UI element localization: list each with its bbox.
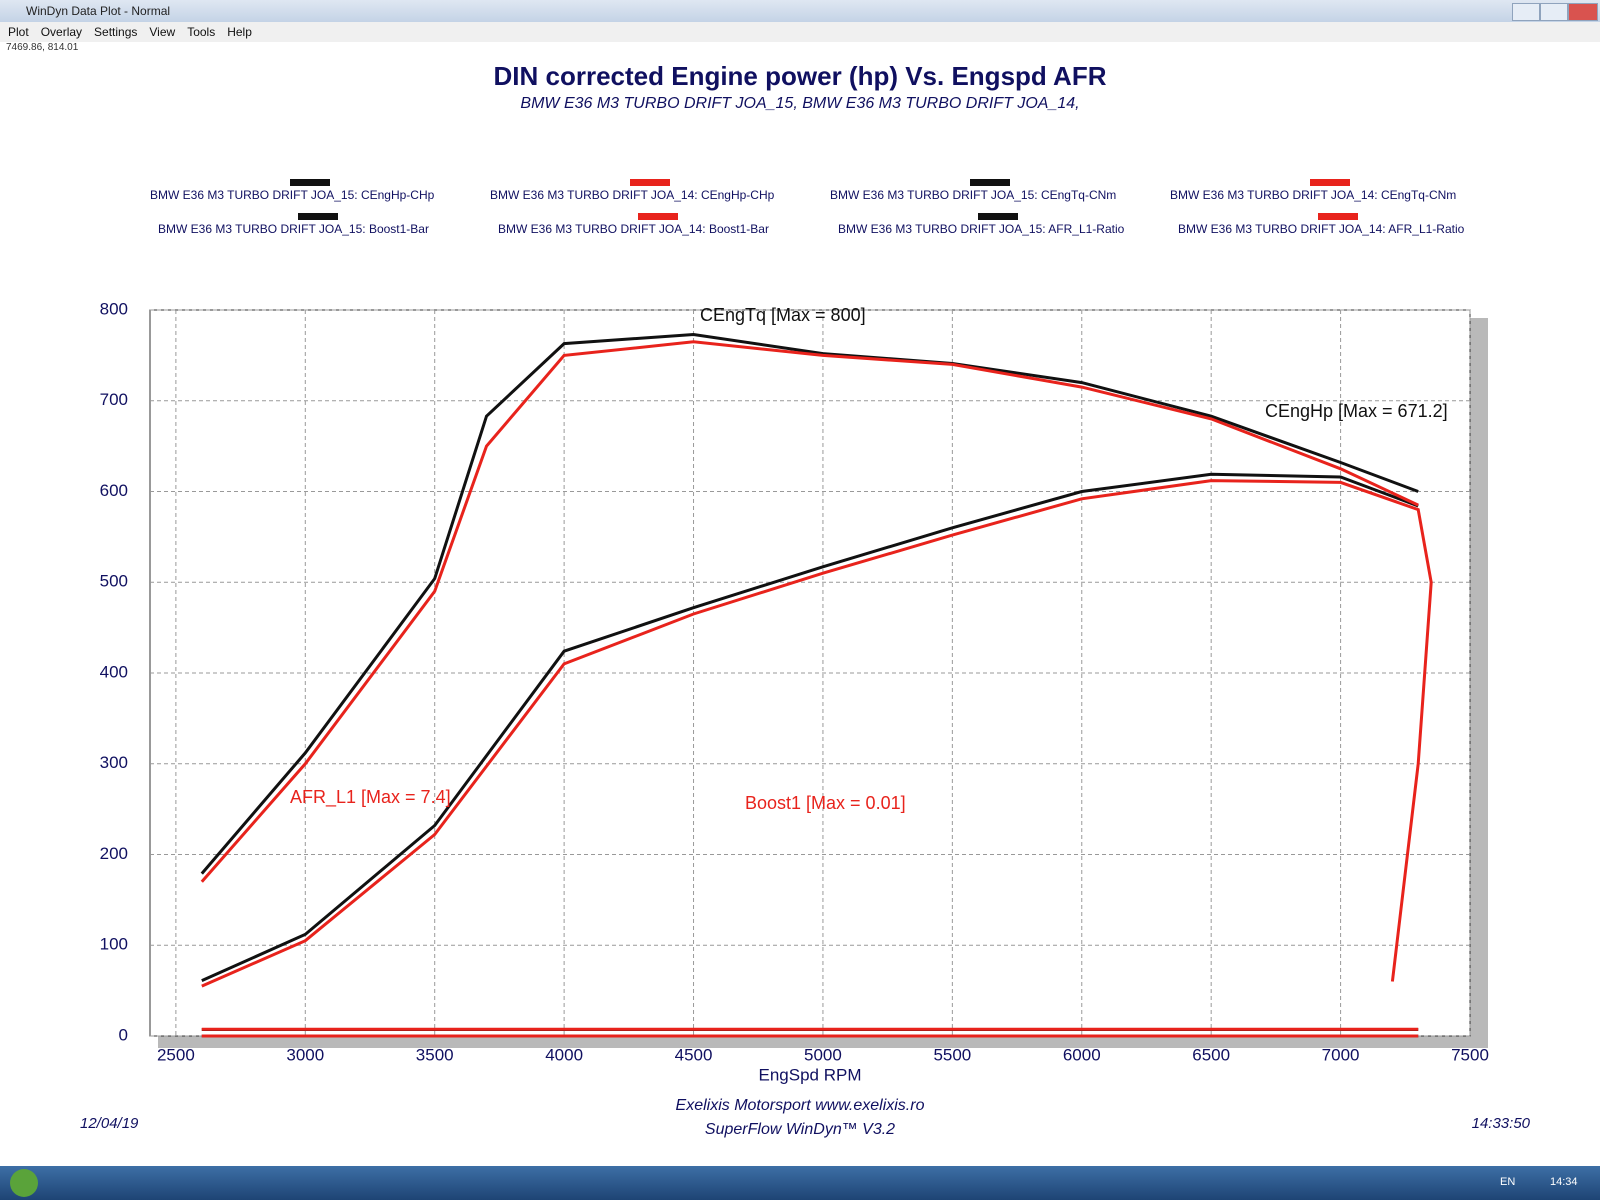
legend-label: BMW E36 M3 TURBO DRIFT JOA_14: Boost1-Ba… [498,222,769,236]
y-tick-label: 300 [100,753,128,772]
menu-item[interactable]: View [149,25,176,39]
title-bar: WinDyn Data Plot - Normal [0,0,1600,22]
annotation: AFR_L1 [Max = 7.4] [290,787,451,808]
series-line [200,332,1419,875]
legend-swatch [1318,213,1358,220]
series-line [201,479,1433,988]
legend-label: BMW E36 M3 TURBO DRIFT JOA_14: CEngTq-CN… [1170,188,1456,202]
x-tick-label: 7500 [1451,1045,1489,1064]
window-title: WinDyn Data Plot - Normal [26,4,171,18]
chart-subtitle: BMW E36 M3 TURBO DRIFT JOA_15, BMW E36 M… [520,95,1079,112]
legend-swatch [1310,179,1350,186]
taskbar: EN 14:34 [0,1166,1600,1200]
y-tick-label: 200 [100,844,128,863]
maximize-button[interactable] [1540,3,1568,21]
legend-swatch [638,213,678,220]
x-tick-label: 6500 [1192,1045,1230,1064]
legend-swatch [298,213,338,220]
legend-swatch [978,213,1018,220]
date: 12/04/19 [80,1115,139,1132]
footer-line: Exelixis Motorsport www.exelixis.ro [676,1097,925,1114]
menu-bar: Plot Overlay Settings View Tools Help [0,22,1600,42]
menu-item[interactable]: Help [227,25,252,39]
legend-label: BMW E36 M3 TURBO DRIFT JOA_14: AFR_L1-Ra… [1178,222,1465,236]
x-tick-label: 2500 [157,1045,195,1064]
x-tick-label: 5500 [933,1045,971,1064]
x-tick-label: 4500 [675,1045,713,1064]
time: 14:33:50 [1472,1115,1531,1132]
menu-item[interactable]: Settings [94,25,138,39]
y-tick-label: 700 [100,390,128,409]
legend-label: BMW E36 M3 TURBO DRIFT JOA_15: CEngTq-CN… [830,188,1116,202]
y-tick-label: 100 [100,935,128,954]
x-tick-label: 6000 [1063,1045,1101,1064]
annotation: CEngHp [Max = 671.2] [1265,401,1448,421]
legend-swatch [970,179,1010,186]
x-tick-label: 5000 [804,1045,842,1064]
chart-title: DIN corrected Engine power (hp) Vs. Engs… [494,61,1107,91]
close-button[interactable] [1568,3,1598,21]
footer-line: SuperFlow WinDyn™ V3.2 [705,1121,895,1138]
annotation: Boost1 [Max = 0.01] [745,793,906,813]
menu-item[interactable]: Plot [8,25,29,39]
start-button[interactable] [10,1169,38,1197]
annotation: CEngTq [Max = 800] [700,305,866,325]
legend-swatch [630,179,670,186]
language: EN [1500,1176,1516,1188]
legend-label: BMW E36 M3 TURBO DRIFT JOA_15: CEngHp-CH… [150,188,435,202]
legend-swatch [290,179,330,186]
series-line [201,472,1419,982]
y-tick-label: 800 [100,299,128,318]
legend-label: BMW E36 M3 TURBO DRIFT JOA_15: AFR_L1-Ra… [838,222,1125,236]
x-tick-label: 7000 [1322,1045,1360,1064]
y-tick-label: 600 [100,481,128,500]
menu-item[interactable]: Overlay [40,25,83,39]
x-tick-label: 3500 [416,1045,454,1064]
x-tick-label: 3000 [286,1045,324,1064]
x-tick-label: 4000 [545,1045,583,1064]
y-tick-label: 500 [100,572,128,591]
chart: DIN corrected Engine power (hp) Vs. Engs… [80,61,1531,1138]
y-tick-label: 400 [100,662,128,681]
cursor-coords: 7469.86, 814.01 [6,42,79,53]
x-axis-label: EngSpd RPM [759,1065,862,1084]
legend-label: BMW E36 M3 TURBO DRIFT JOA_14: CEngHp-CH… [490,188,775,202]
y-tick-label: 0 [119,1025,128,1044]
minimize-button[interactable] [1512,3,1540,21]
menu-item[interactable]: Tools [187,25,216,39]
legend-label: BMW E36 M3 TURBO DRIFT JOA_15: Boost1-Ba… [158,222,429,236]
series-line [200,340,1419,883]
clock: 14:34 [1550,1176,1578,1188]
